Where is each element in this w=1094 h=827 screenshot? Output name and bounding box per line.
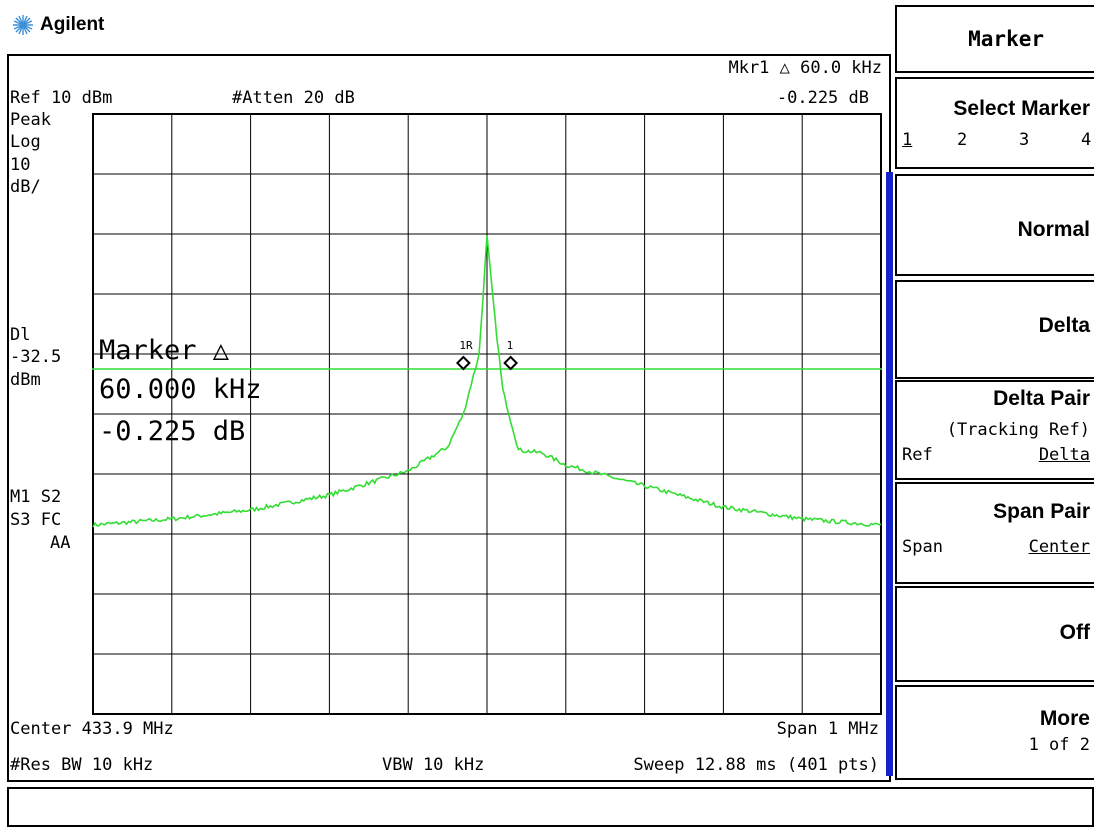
brand-logo: Agilent	[12, 12, 104, 38]
marker-1-delta-label: 1	[507, 339, 514, 352]
agilent-spark-icon	[13, 15, 33, 35]
delta-button[interactable]: Delta	[895, 280, 1094, 379]
spectrum-trace	[92, 235, 882, 528]
more-page-indicator: 1 of 2	[1028, 735, 1090, 755]
select-marker-label: Select Marker	[953, 97, 1090, 120]
scale-value-label: 10	[10, 155, 31, 175]
select-marker-option-4: 4	[1081, 130, 1092, 150]
menu-title: Marker	[895, 5, 1094, 73]
detector-label: Peak	[10, 110, 51, 130]
select-marker-option-1: 1	[902, 130, 913, 150]
marker-overlay-amp: -0.225 dB	[99, 416, 246, 447]
marker-1-delta-diamond	[503, 355, 519, 371]
delta-label: Delta	[1038, 314, 1090, 337]
resolution-bandwidth: #Res BW 10 kHz	[10, 755, 154, 775]
marker-1-reference-diamond	[455, 355, 471, 371]
scale-unit-label: dB/	[10, 177, 41, 197]
message-bar	[7, 787, 1094, 827]
normal-label: Normal	[1017, 218, 1090, 241]
scale-type-label: Log	[10, 132, 41, 152]
delta-pair-label: Delta Pair	[993, 387, 1090, 410]
span-pair-span: Span	[902, 537, 943, 557]
select-marker-option-3: 3	[1019, 130, 1030, 150]
spectrum-graticule: 1R 1	[92, 113, 882, 715]
marker-overlay-freq: 60.000 kHz	[99, 374, 262, 405]
delta-pair-sub: (Tracking Ref)	[946, 420, 1090, 440]
select-marker-button[interactable]: Select Marker 1 2 3 4	[895, 77, 1094, 169]
span-pair-center: Center	[1028, 537, 1090, 557]
graticule-border	[92, 113, 882, 715]
frequency-span: Span 1 MHz	[776, 719, 879, 739]
marker-overlay-title: Marker △	[99, 335, 230, 366]
status-flags-3: AA	[50, 533, 71, 553]
span-pair-label: Span Pair	[993, 500, 1090, 523]
display-line-label: Dl	[10, 325, 31, 345]
brand-name: Agilent	[40, 14, 105, 35]
status-flags-1: M1 S2	[10, 487, 62, 507]
select-marker-option-2: 2	[957, 130, 968, 150]
delta-pair-button[interactable]: Delta Pair (Tracking Ref) Ref Delta	[895, 380, 1094, 480]
marker-readout-freq: Mkr1 △ 60.0 kHz	[728, 58, 882, 78]
ref-level: Ref 10 dBm	[10, 88, 113, 108]
sweep-time: Sweep 12.88 ms (401 pts)	[633, 755, 879, 775]
normal-button[interactable]: Normal	[895, 174, 1094, 276]
status-flags-2: S3 FC	[10, 510, 62, 530]
off-button[interactable]: Off	[895, 586, 1094, 682]
more-label: More	[1039, 707, 1090, 730]
video-bandwidth: VBW 10 kHz	[382, 755, 485, 775]
center-frequency: Center 433.9 MHz	[10, 719, 174, 739]
active-menu-bar	[886, 172, 893, 776]
more-button[interactable]: More 1 of 2	[895, 685, 1094, 780]
marker-readout-amp: -0.225 dB	[776, 88, 869, 108]
delta-pair-ref: Ref	[902, 445, 933, 465]
marker-group: 1R 1	[455, 339, 519, 371]
off-label: Off	[1059, 621, 1090, 644]
display-line-unit: dBm	[10, 370, 41, 390]
marker-1-reference-label: 1R	[459, 339, 473, 352]
span-pair-button[interactable]: Span Pair Span Center	[895, 482, 1094, 584]
delta-pair-delta: Delta	[1038, 445, 1090, 465]
display-line-value: -32.5	[10, 347, 62, 367]
attenuation: #Atten 20 dB	[232, 88, 355, 108]
analyzer-screen	[7, 54, 891, 782]
grid-lines	[92, 113, 882, 715]
